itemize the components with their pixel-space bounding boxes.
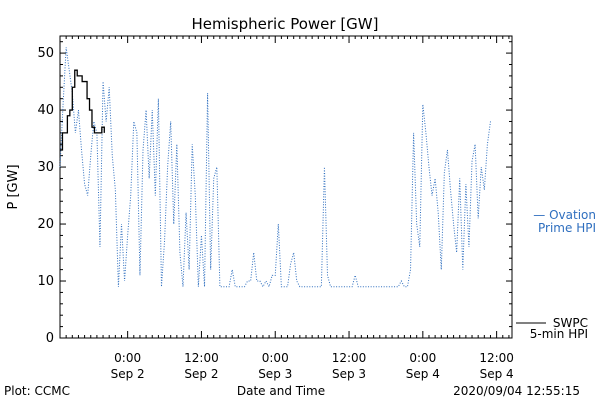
y-tick-label: 30 <box>37 160 54 175</box>
series-ovation-prime-line <box>59 47 491 289</box>
legend-swpc: SWPC 5-min HPI <box>516 316 588 341</box>
y-tick-label: 0 <box>46 331 54 346</box>
footer-left: Plot: CCMC <box>4 384 70 398</box>
y-axis-label: P [GW] <box>6 164 21 209</box>
x-tick-time-label: 12:00 <box>332 351 367 365</box>
x-tick-time-label: 12:00 <box>479 351 514 365</box>
x-tick-date-label: Sep 2 <box>111 367 145 381</box>
x-tick-date-label: Sep 3 <box>332 367 366 381</box>
x-axis: 0:00 Sep 2 12:00 Sep 2 0:00 Sep 3 12:00 Sep 3 0:… <box>59 36 514 381</box>
legend-ovation: — Ovation Prime HPI <box>533 208 596 235</box>
x-axis-label: Date and Time <box>237 384 325 398</box>
y-tick-label: 50 <box>37 46 54 61</box>
plot-frame <box>59 35 513 339</box>
x-tick-time-label: 0:00 <box>262 351 289 365</box>
chart-title: Hemispheric Power [GW] <box>192 15 379 33</box>
series-layer <box>59 47 491 289</box>
legend-ovation-line2: Prime HPI <box>538 221 596 235</box>
y-tick-label: 40 <box>37 103 54 118</box>
footer-timestamp: 2020/09/04 12:55:15 <box>453 384 580 398</box>
x-tick-date-label: Sep 4 <box>406 367 440 381</box>
series-swpc-line <box>60 69 105 151</box>
x-tick-date-label: Sep 4 <box>480 367 514 381</box>
legend-swpc-line1: SWPC <box>553 316 588 330</box>
x-tick-time-label: 0:00 <box>114 351 141 365</box>
y-axis: 0 10 20 30 40 50 <box>37 41 512 346</box>
y-tick-label: 10 <box>37 274 54 289</box>
x-tick-date-label: Sep 2 <box>184 367 218 381</box>
legend-swpc-line2: 5-min HPI <box>530 327 588 341</box>
legend-ovation-line1: — Ovation <box>533 208 596 222</box>
y-tick-label: 20 <box>37 217 54 232</box>
x-tick-time-label: 12:00 <box>184 351 219 365</box>
x-tick-date-label: Sep 3 <box>258 367 292 381</box>
x-tick-time-label: 0:00 <box>409 351 436 365</box>
